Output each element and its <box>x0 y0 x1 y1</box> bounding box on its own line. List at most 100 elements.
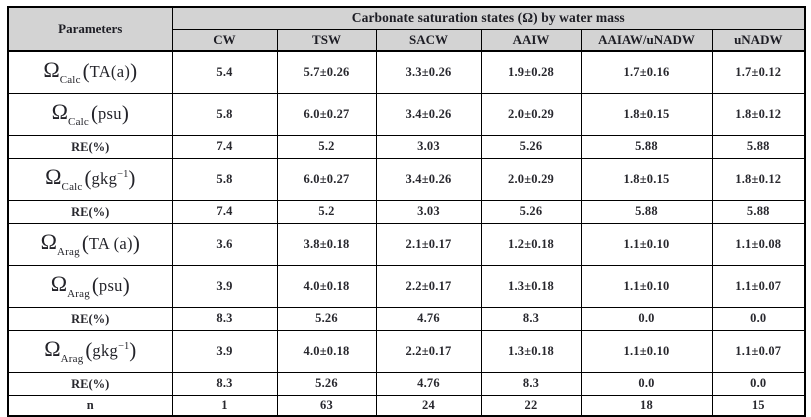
param-label: RE(%) <box>7 199 173 224</box>
value-cell: 5.7±0.26 <box>276 50 377 94</box>
param-label: ΩArag(TA (a)) <box>7 222 173 266</box>
value-cell: 5.26 <box>480 134 582 159</box>
param-label: RE(%) <box>7 134 173 159</box>
param-label: ΩArag(psu) <box>7 264 173 308</box>
value-cell: 0.0 <box>711 371 806 396</box>
param-label-segment: Arag <box>60 352 84 365</box>
value-cell: 0.0 <box>580 371 713 396</box>
value-cell: 6.0±0.27 <box>276 92 377 136</box>
param-label-segment: psu <box>98 275 123 295</box>
value-cell: 1 <box>171 394 278 417</box>
param-label-segment: ) <box>130 58 138 83</box>
param-label-segment: ) <box>128 165 136 190</box>
param-label: RE(%) <box>7 306 173 331</box>
param-label-segment: Calc <box>59 73 81 86</box>
value-cell: 3.8±0.18 <box>276 222 377 266</box>
value-cell: 5.88 <box>580 199 713 224</box>
param-label-segment: ( <box>81 230 89 255</box>
table-header: Parameters Carbonate saturation states (… <box>7 6 806 52</box>
value-cell: 3.6 <box>171 222 278 266</box>
column-header-unadw: uNADW <box>711 28 806 52</box>
param-label-segment: TA (a) <box>88 233 133 253</box>
param-label-segment: Ω <box>51 98 69 124</box>
value-cell: 4.76 <box>375 306 482 331</box>
param-label-segment: Arag <box>57 245 80 258</box>
value-cell: 4.0±0.18 <box>276 329 377 373</box>
param-label: RE(%) <box>7 371 173 396</box>
value-cell: 1.1±0.10 <box>580 329 713 373</box>
param-label-segment: TA(a) <box>89 61 131 81</box>
column-header-aaiaw-unadw: AAIAW/uNADW <box>580 28 713 52</box>
value-cell: 4.76 <box>375 371 482 396</box>
column-header-sacw: SACW <box>375 28 482 52</box>
param-label-segment: ) <box>122 272 130 297</box>
table-title: Carbonate saturation states (Ω) by water… <box>171 6 806 30</box>
param-label-segment: gkg <box>91 168 118 188</box>
param-label-segment: Ω <box>43 56 60 82</box>
value-cell: 3.03 <box>375 199 482 224</box>
param-label-segment: gkg <box>92 340 119 360</box>
table-row: RE(%) 7.4 5.2 3.03 5.26 5.88 5.88 <box>7 199 806 224</box>
param-label-segment: psu <box>98 103 122 123</box>
header-row-columns: CW TSW SACW AAIW AAIAW/uNADW uNADW <box>8 28 806 52</box>
param-label-segment: Calc <box>61 180 83 193</box>
param-label: ΩCalc(psu) <box>7 92 173 136</box>
value-cell: 3.4±0.26 <box>375 157 482 201</box>
value-cell: 63 <box>276 394 377 417</box>
value-cell: 8.3 <box>480 306 582 331</box>
table-row: ΩCalc(psu) 5.8 6.0±0.27 3.4±0.26 2.0±0.29 1.8… <box>7 92 806 136</box>
value-cell: 7.4 <box>171 134 278 159</box>
param-label-segment: ( <box>85 337 93 362</box>
value-cell: 1.8±0.12 <box>711 92 806 136</box>
value-cell: 4.0±0.18 <box>276 264 377 308</box>
table-row: n 1 63 24 22 18 15 <box>7 394 806 417</box>
value-cell: 24 <box>375 394 482 417</box>
value-cell: 1.7±0.12 <box>711 50 806 94</box>
value-cell: 6.0±0.27 <box>276 157 377 201</box>
value-cell: 2.0±0.29 <box>480 157 582 201</box>
carbonate-saturation-table: Parameters Carbonate saturation states (… <box>7 6 807 417</box>
value-cell: 1.2±0.18 <box>480 222 582 266</box>
value-cell: 1.1±0.07 <box>711 329 806 373</box>
value-cell: 1.3±0.18 <box>480 264 582 308</box>
value-cell: 5.88 <box>580 134 713 159</box>
param-label-segment: ) <box>129 337 137 362</box>
value-cell: 1.1±0.08 <box>711 222 806 266</box>
table-row: ΩCalc(TA(a)) 5.4 5.7±0.26 3.3±0.26 1.9±0.28 1… <box>7 50 806 94</box>
value-cell: 5.26 <box>276 371 377 396</box>
param-label-segment: −1 <box>117 168 129 180</box>
param-label-segment: ( <box>91 100 98 125</box>
value-cell: 8.3 <box>171 371 278 396</box>
value-cell: 0.0 <box>711 306 806 331</box>
param-label-segment: ( <box>84 165 92 190</box>
param-label-segment: Ω <box>45 163 62 189</box>
param-label: ΩCalc(TA(a)) <box>7 50 173 94</box>
value-cell: 3.9 <box>171 264 278 308</box>
table-row: RE(%) 7.4 5.2 3.03 5.26 5.88 5.88 <box>7 134 806 159</box>
header-row-title: Parameters Carbonate saturation states (… <box>7 6 806 52</box>
table-row: ΩArag(psu) 3.9 4.0±0.18 2.2±0.17 1.3±0.18 1.1… <box>7 264 806 308</box>
param-label-segment: −1 <box>118 340 130 352</box>
param-label-segment: Calc <box>68 115 89 128</box>
param-label-segment: Arag <box>67 287 90 300</box>
value-cell: 3.3±0.26 <box>375 50 482 94</box>
param-label: ΩArag(gkg−1) <box>7 329 173 373</box>
value-cell: 5.88 <box>711 134 806 159</box>
value-cell: 5.2 <box>276 199 377 224</box>
table-row: RE(%) 8.3 5.26 4.76 8.3 0.0 0.0 <box>7 306 806 331</box>
table-row: RE(%) 8.3 5.26 4.76 8.3 0.0 0.0 <box>7 371 806 396</box>
param-label-segment: Ω <box>50 270 68 296</box>
value-cell: 5.4 <box>171 50 278 94</box>
value-cell: 0.0 <box>580 306 713 331</box>
value-cell: 1.7±0.16 <box>580 50 713 94</box>
value-cell: 5.8 <box>171 157 278 201</box>
value-cell: 18 <box>580 394 713 417</box>
value-cell: 5.8 <box>171 92 278 136</box>
value-cell: 1.1±0.10 <box>580 264 713 308</box>
value-cell: 3.03 <box>375 134 482 159</box>
value-cell: 1.9±0.28 <box>480 50 582 94</box>
column-header-cw: CW <box>171 28 278 52</box>
param-label-segment: RE(%) <box>71 204 110 219</box>
parameters-header: Parameters <box>7 6 173 52</box>
